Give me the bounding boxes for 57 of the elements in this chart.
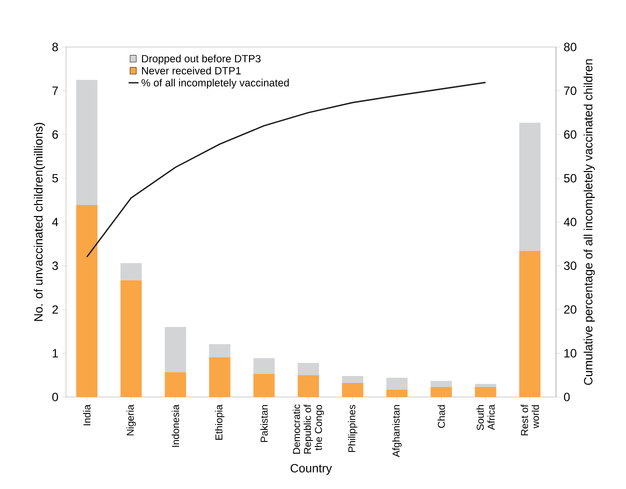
bar	[253, 358, 275, 374]
y-tick-label: 0	[52, 392, 58, 402]
bar	[519, 250, 540, 397]
bar	[430, 380, 452, 387]
x-tick-label: Chad	[438, 405, 445, 428]
bar	[120, 280, 142, 397]
y-tick-label: 6	[52, 130, 58, 139]
legend-label: Dropped out before DTP3	[142, 54, 261, 64]
y2-tick-label: 20	[564, 305, 576, 314]
bar	[120, 263, 142, 280]
y-tick-label: 3	[52, 262, 58, 270]
bar	[209, 357, 230, 397]
x-tick-label: Indonesia	[172, 404, 180, 447]
y2-tick-label: 10	[564, 349, 576, 358]
y2-tick-label: 70	[564, 86, 576, 95]
bar	[430, 386, 452, 397]
x-tick-label: Pakistan	[260, 405, 268, 442]
bar	[164, 327, 186, 372]
y2-tick-label: 80	[564, 42, 576, 52]
y-tick-label: 1	[52, 349, 58, 358]
bar	[342, 376, 364, 383]
y2-axis-title: Cumulative percentage of all incompletely vaccinated children	[584, 59, 595, 385]
y-axis-title: No. of unvaccinated children(millions)	[34, 122, 45, 321]
y2-tick-label: 0	[564, 392, 570, 402]
y-tick-label: 5	[52, 174, 58, 182]
x-tick-label: Philippines	[348, 404, 358, 452]
y2-tick-label: 60	[564, 130, 576, 139]
bar	[76, 80, 98, 205]
bar	[386, 378, 408, 390]
y-tick-label: 7	[52, 86, 58, 95]
bar	[209, 344, 230, 358]
x-tick-label: Rest of world	[520, 404, 539, 436]
bar	[519, 122, 540, 251]
bar	[474, 386, 496, 397]
y2-tick-label: 40	[564, 218, 576, 226]
x-tick-label: India	[83, 404, 90, 426]
x-tick-label: Democratic Republic of the Congo	[292, 404, 324, 454]
bar	[386, 390, 408, 397]
y2-tick-label: 30	[564, 262, 576, 270]
y2-tick-label: 50	[564, 174, 576, 182]
bar	[298, 375, 319, 397]
x-tick-label: Ethiopia	[215, 404, 224, 440]
bar	[164, 372, 186, 397]
x-tick-label: South Africa	[476, 404, 495, 430]
x-tick-label: Afghanistan	[392, 405, 402, 458]
x-tick-label: Nigeria	[126, 404, 136, 436]
bar	[76, 204, 98, 397]
bar	[474, 384, 496, 387]
y-tick-label: 2	[52, 305, 58, 314]
y-tick-label: 4	[52, 218, 58, 226]
legend-label: Never received DTP1	[142, 66, 241, 74]
x-axis-title: Country	[290, 464, 332, 475]
bar	[342, 383, 364, 397]
bar	[298, 362, 319, 376]
y-tick-label: 8	[52, 42, 58, 52]
bar	[253, 374, 275, 397]
legend-label: % of all incompletely vaccinated	[142, 78, 289, 89]
